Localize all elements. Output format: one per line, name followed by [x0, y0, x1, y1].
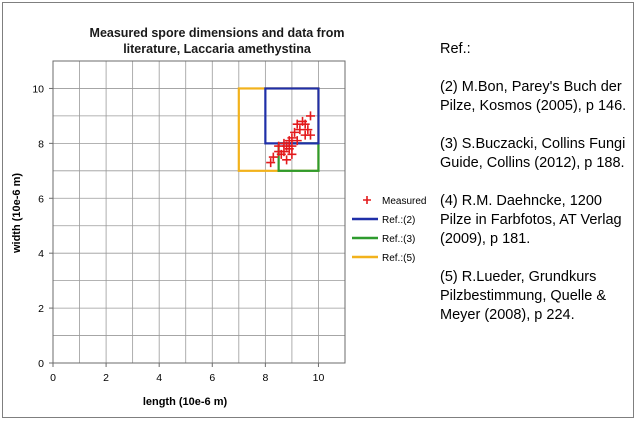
data-point-measured — [292, 119, 302, 129]
data-point-measured — [292, 136, 302, 146]
data-point-measured — [268, 152, 278, 162]
plot-area: 0 2 4 6 8 10 0 2 4 6 8 10 — [32, 60, 346, 384]
y-tick-label: 6 — [38, 193, 44, 205]
data-point-measured — [305, 130, 315, 140]
data-point-measured — [266, 158, 276, 168]
figure-frame — [2, 2, 634, 418]
reference-entry: (4) R.M. Daehncke, 1200 Pilze in Farbfot… — [440, 193, 622, 247]
data-point-measured — [284, 144, 294, 154]
data-point-measured — [282, 155, 292, 165]
chart-title-line-1: Measured spore dimensions and data from — [90, 26, 345, 40]
legend: Measured Ref.:(2) Ref.:(3) Ref.:(5) — [352, 196, 426, 264]
y-tick-label: 10 — [32, 83, 44, 95]
legend-label: Measured — [382, 196, 426, 207]
reference-panel: Ref.: (2) M.Bon, Parey's Buch der Pilze,… — [440, 40, 636, 344]
chart-title-line-2: literature, Laccaria amethystina — [123, 42, 312, 56]
y-tick-label: 4 — [38, 248, 44, 260]
y-axis-label: width (10e-6 m) — [11, 173, 23, 254]
reference-entry: (3) S.Buczacki, Collins Fungi Guide, Col… — [440, 136, 626, 171]
x-axis-label: length (10e-6 m) — [143, 396, 228, 408]
legend-label: Ref.:(3) — [382, 234, 415, 245]
x-tick-label: 4 — [156, 372, 162, 384]
data-point-measured — [284, 136, 294, 146]
x-tick-label: 2 — [103, 372, 109, 384]
data-point-measured — [303, 125, 313, 135]
reference-heading: Ref.: — [440, 41, 471, 57]
plot-border — [52, 60, 346, 364]
y-tick-label: 0 — [38, 358, 44, 370]
data-point-measured — [287, 149, 297, 159]
x-tick-label: 6 — [209, 372, 215, 384]
legend-marker-measured — [363, 196, 371, 204]
legend-label: Ref.:(2) — [382, 215, 415, 226]
data-point-measured — [295, 125, 305, 135]
reference-entry: (5) R.Lueder, Grundkurs Pilzbestimmung, … — [440, 269, 607, 323]
x-tick-label: 0 — [50, 372, 56, 384]
y-tick-label: 8 — [38, 138, 44, 150]
y-tick-label: 2 — [38, 303, 44, 315]
x-tick-label: 10 — [313, 372, 325, 384]
x-tick-label: 8 — [262, 372, 268, 384]
reference-entry: (2) M.Bon, Parey's Buch der Pilze, Kosmo… — [440, 79, 627, 114]
legend-label: Ref.:(5) — [382, 253, 415, 264]
data-point-measured — [290, 127, 300, 137]
data-point-measured — [305, 111, 315, 121]
data-point-measured — [300, 119, 310, 129]
data-point-measured — [276, 149, 286, 159]
